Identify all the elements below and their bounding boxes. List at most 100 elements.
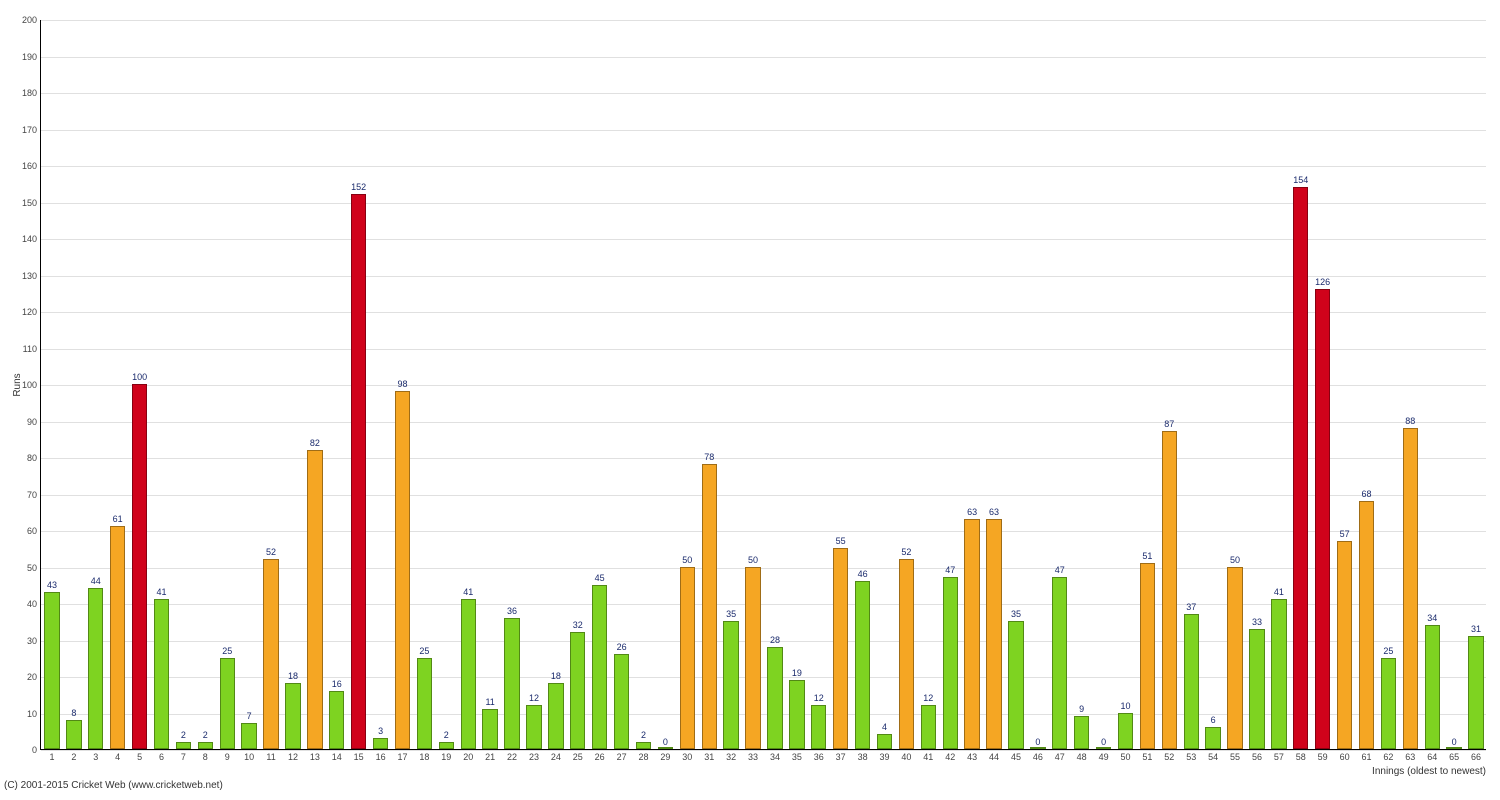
bar-value-label: 63	[989, 507, 999, 517]
bar-value-label: 43	[47, 580, 57, 590]
y-tick-label: 140	[22, 234, 37, 244]
bar	[1249, 629, 1264, 749]
bar-value-label: 154	[1293, 175, 1308, 185]
bar-value-label: 82	[310, 438, 320, 448]
gridline	[41, 166, 1486, 167]
bar	[1403, 428, 1418, 749]
bar	[1359, 501, 1374, 749]
bar	[855, 581, 870, 749]
bar-value-label: 33	[1252, 617, 1262, 627]
y-tick-label: 200	[22, 15, 37, 25]
bar	[680, 567, 695, 750]
bar-value-label: 25	[222, 646, 232, 656]
x-tick-label: 45	[1011, 752, 1021, 762]
y-tick-label: 40	[27, 599, 37, 609]
bar-value-label: 63	[967, 507, 977, 517]
bar	[943, 577, 958, 749]
bar-value-label: 78	[704, 452, 714, 462]
bar-value-label: 12	[529, 693, 539, 703]
y-tick-label: 110	[23, 344, 37, 354]
gridline	[41, 422, 1486, 423]
gridline	[41, 203, 1486, 204]
bar	[1381, 658, 1396, 749]
x-tick-label: 47	[1055, 752, 1065, 762]
bar-value-label: 2	[181, 730, 186, 740]
x-tick-label: 41	[923, 752, 933, 762]
bar-value-label: 0	[1452, 737, 1457, 747]
bar-value-label: 46	[858, 569, 868, 579]
y-tick-label: 190	[22, 52, 37, 62]
bar	[1096, 747, 1111, 749]
bar	[548, 683, 563, 749]
bar-value-label: 9	[1079, 704, 1084, 714]
bar-value-label: 25	[1383, 646, 1393, 656]
x-tick-label: 54	[1208, 752, 1218, 762]
bar	[220, 658, 235, 749]
x-tick-label: 62	[1383, 752, 1393, 762]
x-tick-label: 15	[354, 752, 364, 762]
x-tick-label: 26	[595, 752, 605, 762]
x-tick-label: 50	[1120, 752, 1130, 762]
bar	[504, 618, 519, 749]
bar	[702, 464, 717, 749]
bar	[1030, 747, 1045, 749]
bar-value-label: 8	[71, 708, 76, 718]
gridline	[41, 604, 1486, 605]
bar	[745, 567, 760, 750]
bar-value-label: 7	[247, 711, 252, 721]
y-tick-label: 160	[22, 161, 37, 171]
y-tick-label: 90	[27, 417, 37, 427]
bar-value-label: 2	[203, 730, 208, 740]
bar	[1293, 187, 1308, 749]
bar-value-label: 126	[1315, 277, 1330, 287]
bar	[1140, 563, 1155, 749]
bar	[789, 680, 804, 749]
bar-value-label: 16	[332, 679, 342, 689]
x-tick-label: 49	[1099, 752, 1109, 762]
gridline	[41, 57, 1486, 58]
x-tick-label: 60	[1340, 752, 1350, 762]
x-tick-label: 16	[376, 752, 386, 762]
bar-value-label: 37	[1186, 602, 1196, 612]
bar	[307, 450, 322, 749]
bar	[921, 705, 936, 749]
bar	[44, 592, 59, 749]
gridline	[41, 130, 1486, 131]
x-tick-label: 43	[967, 752, 977, 762]
x-tick-label: 23	[529, 752, 539, 762]
x-tick-label: 40	[901, 752, 911, 762]
bar-value-label: 87	[1164, 419, 1174, 429]
bar	[1052, 577, 1067, 749]
x-tick-label: 61	[1361, 752, 1371, 762]
x-tick-label: 7	[181, 752, 186, 762]
x-tick-label: 66	[1471, 752, 1481, 762]
bar-value-label: 41	[463, 587, 473, 597]
bar-value-label: 55	[836, 536, 846, 546]
bar-value-label: 26	[617, 642, 627, 652]
x-tick-label: 13	[310, 752, 320, 762]
x-tick-label: 29	[660, 752, 670, 762]
gridline	[41, 641, 1486, 642]
bar-value-label: 31	[1471, 624, 1481, 634]
bar-value-label: 12	[923, 693, 933, 703]
bar	[417, 658, 432, 749]
y-tick-label: 50	[27, 563, 37, 573]
bar	[263, 559, 278, 749]
bar-value-label: 35	[726, 609, 736, 619]
bar	[132, 384, 147, 749]
x-tick-label: 31	[704, 752, 714, 762]
gridline	[41, 531, 1486, 532]
x-tick-label: 8	[203, 752, 208, 762]
gridline	[41, 239, 1486, 240]
bar-value-label: 41	[1274, 587, 1284, 597]
x-tick-label: 59	[1318, 752, 1328, 762]
bar	[1315, 289, 1330, 749]
y-tick-label: 20	[27, 672, 37, 682]
bar	[636, 742, 651, 749]
bar-value-label: 19	[792, 668, 802, 678]
y-tick-label: 100	[22, 380, 37, 390]
x-tick-label: 52	[1164, 752, 1174, 762]
bar	[1205, 727, 1220, 749]
x-tick-label: 53	[1186, 752, 1196, 762]
bar-value-label: 47	[1055, 565, 1065, 575]
